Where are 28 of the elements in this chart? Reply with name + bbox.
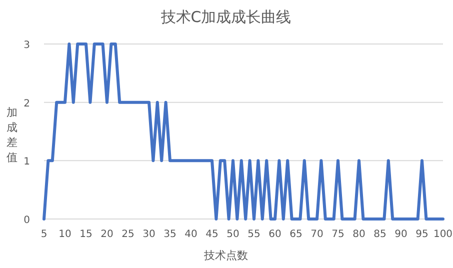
x-tick-label: 65	[290, 229, 302, 240]
x-tick-label: 100	[433, 229, 453, 240]
y-tick-label: 0	[24, 215, 30, 226]
x-tick-label: 35	[164, 229, 176, 240]
x-tick-label: 55	[248, 229, 260, 240]
x-tick-label: 20	[100, 229, 114, 240]
x-tick-label: 60	[268, 229, 282, 240]
chart-title: 技术C加成成长曲线	[160, 8, 292, 26]
x-tick-label: 50	[226, 229, 240, 240]
x-tick-label: 90	[394, 229, 408, 240]
line-series	[42, 42, 444, 220]
x-tick-label: 70	[310, 229, 324, 240]
x-tick-label: 5	[40, 229, 48, 240]
y-tick-label: 3	[24, 40, 30, 51]
y-axis-title: 加成差值	[6, 106, 18, 164]
x-tick-label: 25	[122, 229, 134, 240]
x-tick-label: 30	[142, 229, 156, 240]
y-tick-label: 2	[24, 98, 30, 110]
x-tick-label: 75	[332, 229, 344, 240]
x-tick-label: 15	[80, 229, 92, 240]
x-tick-label: 80	[352, 229, 366, 240]
x-tick-label: 95	[416, 229, 428, 240]
x-axis-title: 技术点数	[203, 249, 248, 262]
x-tick-label: 10	[58, 229, 72, 240]
x-tick-label: 40	[184, 229, 198, 240]
x-tick-label: 45	[206, 229, 218, 240]
y-tick-label: 1	[24, 156, 30, 168]
x-tick-label: 85	[374, 229, 386, 240]
